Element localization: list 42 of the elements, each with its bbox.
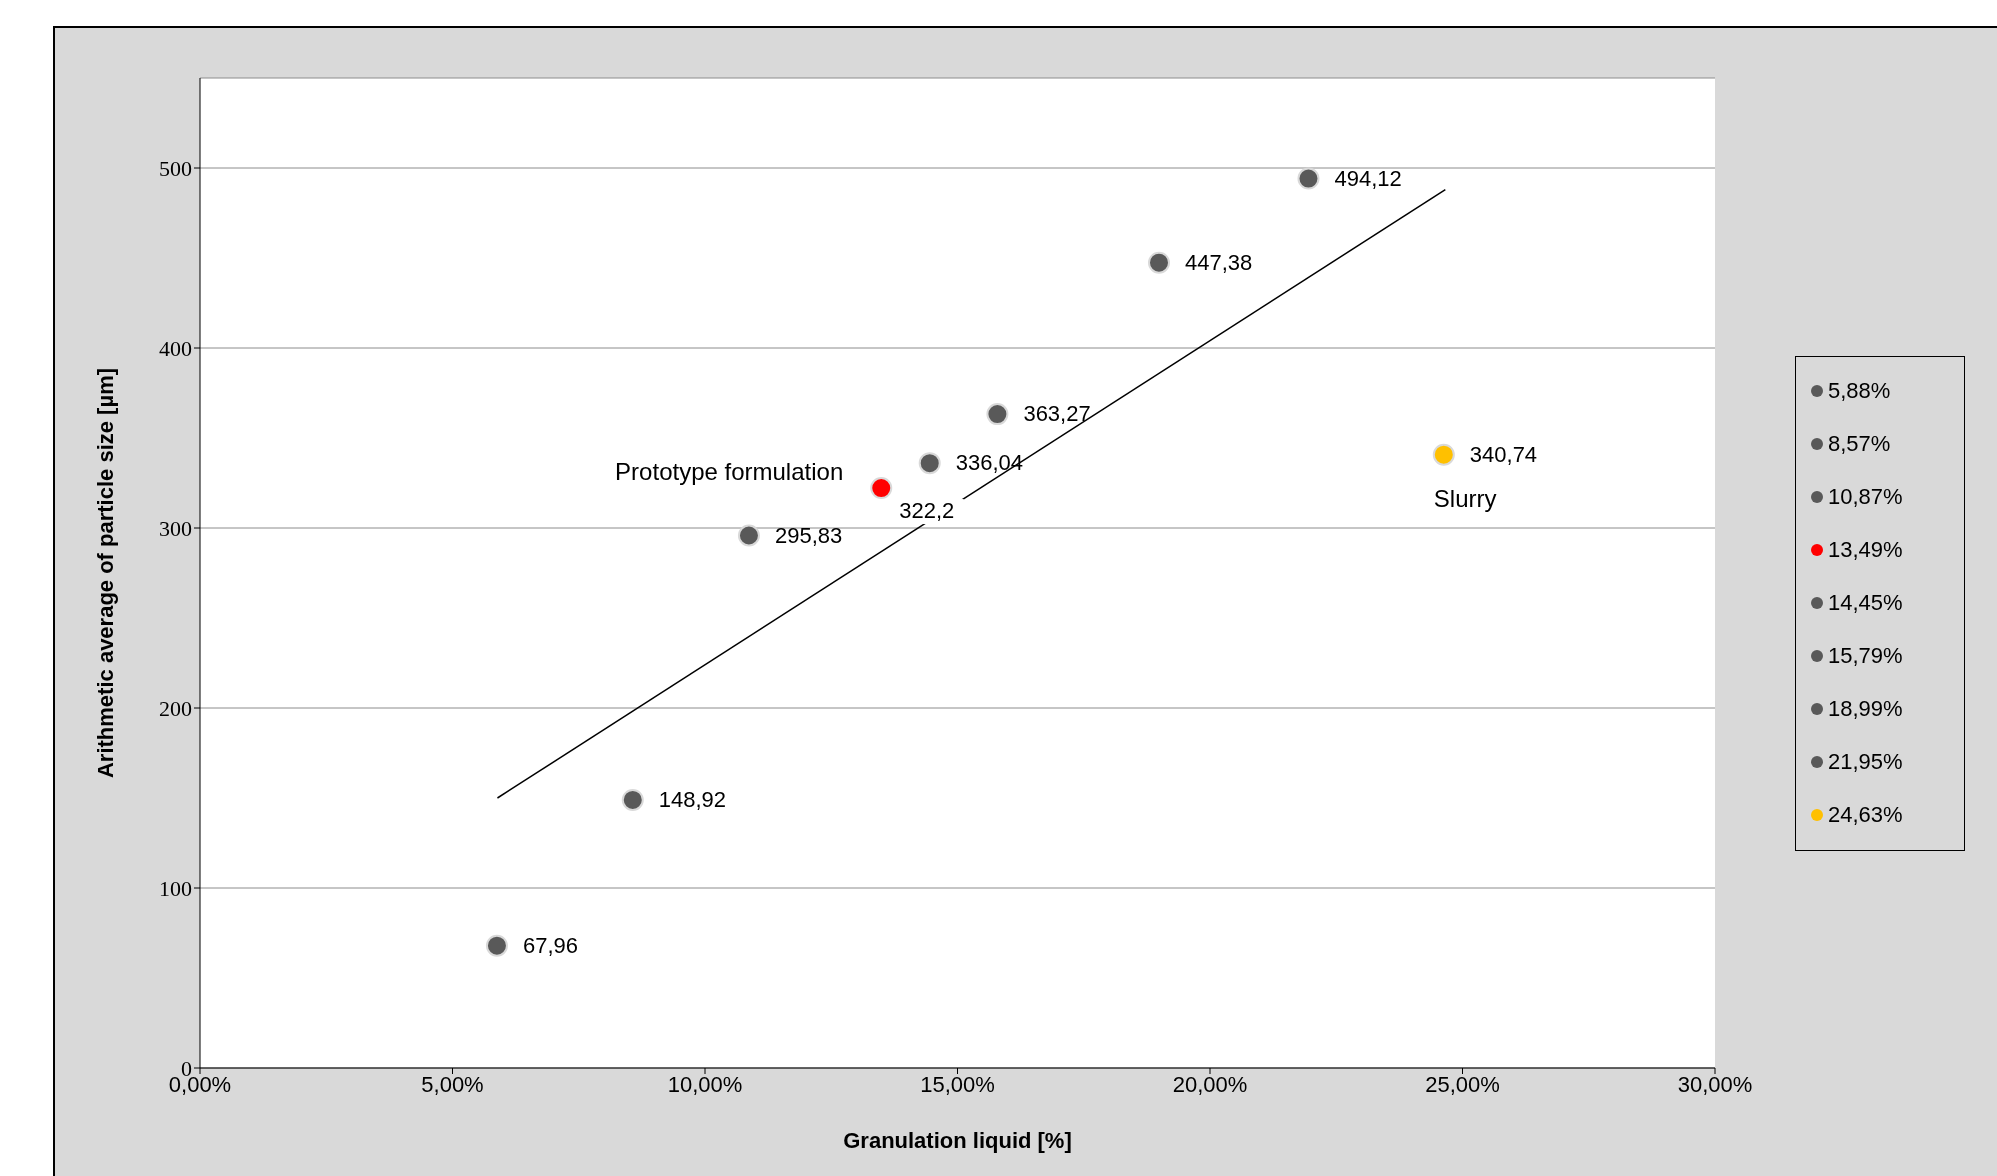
point xyxy=(1297,167,1320,190)
legend-label: 24,63% xyxy=(1828,802,1903,828)
annotation: Slurry xyxy=(1433,484,1497,512)
legend-label: 21,95% xyxy=(1828,749,1903,775)
legend-label: 18,99% xyxy=(1828,696,1903,722)
x-tick-label: 15,00% xyxy=(920,1071,995,1097)
data-label: 148,92 xyxy=(658,786,727,812)
point xyxy=(621,788,644,811)
annotation: Prototype formulation xyxy=(615,458,844,486)
y-tick-label: 100 xyxy=(159,875,192,901)
y-tick-label: 300 xyxy=(159,515,192,541)
data-label: 67,96 xyxy=(522,932,578,958)
point xyxy=(1432,443,1455,466)
data-label: 295,83 xyxy=(774,522,843,548)
y-tick-label: 400 xyxy=(159,335,192,361)
point xyxy=(870,477,893,500)
y-tick-label: 200 xyxy=(159,695,192,721)
point xyxy=(1147,251,1170,274)
point xyxy=(918,452,941,475)
data-label: 447,38 xyxy=(1184,249,1253,275)
data-label: 340,74 xyxy=(1469,441,1538,467)
data-label: 322,2 xyxy=(899,498,955,524)
x-tick-label: 20,00% xyxy=(1172,1071,1248,1097)
point xyxy=(986,403,1009,426)
x-axis-title: Granulation liquid [%] xyxy=(843,1128,1072,1153)
legend-label: 10,87% xyxy=(1828,484,1903,510)
x-tick-label: 10,00% xyxy=(667,1071,743,1097)
legend-label: 8,57% xyxy=(1828,431,1891,457)
point xyxy=(485,934,508,957)
y-tick-label: 500 xyxy=(159,155,192,181)
y-axis-title: Arithmetic average of particle size [µm] xyxy=(92,367,118,779)
legend-label: 14,45% xyxy=(1828,590,1903,616)
data-label: 336,04 xyxy=(955,450,1024,476)
point xyxy=(737,524,760,547)
x-tick-label: 25,00% xyxy=(1425,1071,1500,1097)
x-tick-label: 5,00% xyxy=(421,1071,484,1097)
data-label: 363,27 xyxy=(1023,401,1091,427)
legend-label: 15,79% xyxy=(1828,643,1903,669)
legend-label: 13,49% xyxy=(1828,537,1903,563)
data-label: 494,12 xyxy=(1334,165,1402,191)
legend-label: 5,88% xyxy=(1828,378,1891,404)
x-tick-label: 30,00% xyxy=(1677,1071,1753,1097)
